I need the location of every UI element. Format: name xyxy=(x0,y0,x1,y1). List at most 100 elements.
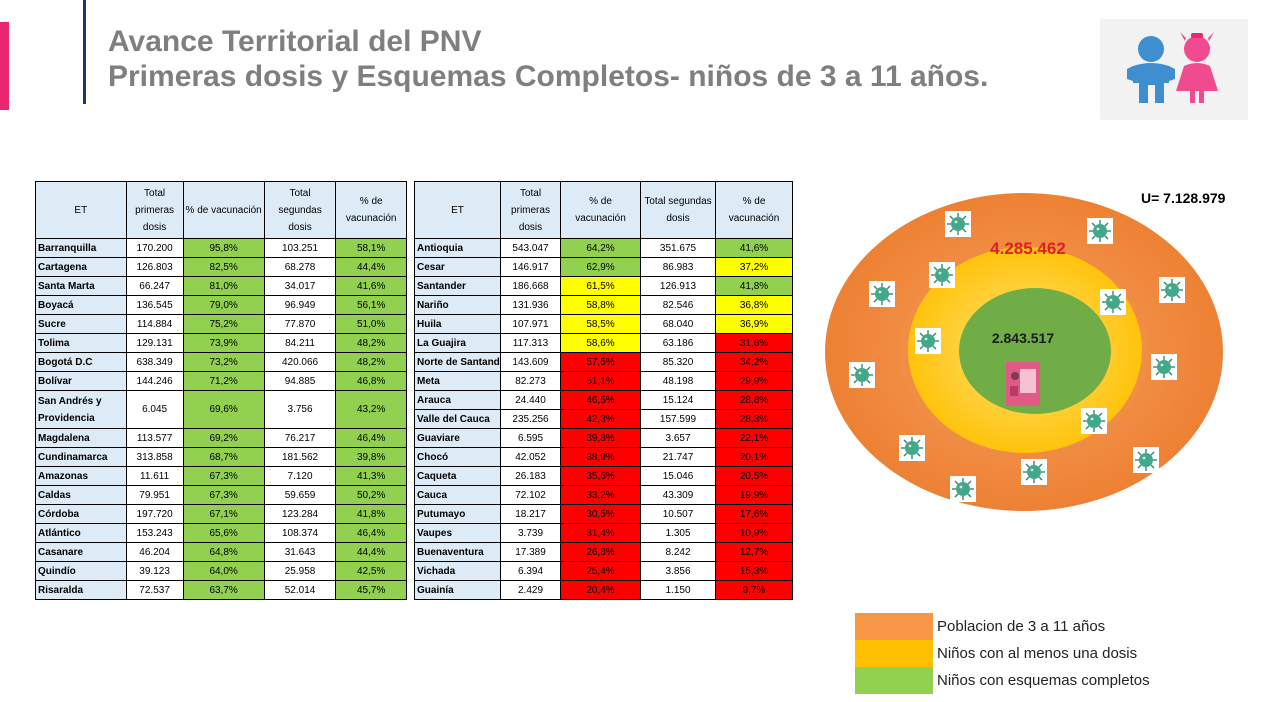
et-cell: Putumayo xyxy=(414,504,501,524)
first-doses-cell: 46.204 xyxy=(125,542,184,562)
first-pct-cell: 75,2% xyxy=(182,314,265,334)
second-pct-cell: 37,2% xyxy=(715,257,793,277)
et-cell: Casanare xyxy=(35,542,127,562)
first-pct-cell: 26,8% xyxy=(560,542,641,562)
table-row: Cundinamarca 313.858 68,7% 181.562 39,8% xyxy=(35,447,407,467)
second-pct-cell: 58,1% xyxy=(335,238,407,258)
et-cell: Nariño xyxy=(414,295,501,315)
first-doses-cell: 146.917 xyxy=(500,257,561,277)
first-doses-cell: 136.545 xyxy=(125,295,184,315)
first-pct-cell: 95,8% xyxy=(182,238,265,258)
second-doses-cell: 351.675 xyxy=(640,238,716,258)
table-row: Boyacá 136.545 79,0% 96.949 56,1% xyxy=(35,295,407,315)
virus-icon xyxy=(928,261,956,289)
second-pct-cell: 31,6% xyxy=(715,333,793,353)
et-cell: Caqueta xyxy=(414,466,501,486)
table-row: Magdalena 113.577 69,2% 76.217 46,4% xyxy=(35,428,407,448)
legend: Poblacion de 3 a 11 años Niños con al me… xyxy=(855,613,1150,694)
col-header-et: ET xyxy=(35,181,127,239)
et-cell: Cesar xyxy=(414,257,501,277)
table-row: Casanare 46.204 64,8% 31.643 44,4% xyxy=(35,542,407,562)
second-pct-cell: 15,3% xyxy=(715,561,793,581)
second-doses-cell: 103.251 xyxy=(263,238,337,258)
second-doses-cell: 52.014 xyxy=(263,580,337,600)
first-pct-cell: 42,3% xyxy=(560,409,641,429)
et-cell: Vaupes xyxy=(414,523,501,543)
et-cell: Bolívar xyxy=(35,371,127,391)
col-header-first-doses: Total primeras dosis xyxy=(125,181,184,239)
first-doses-cell: 143.609 xyxy=(500,352,561,372)
legend-swatch-green xyxy=(855,667,933,694)
second-pct-cell: 36,8% xyxy=(715,295,793,315)
first-doses-cell: 82.273 xyxy=(500,371,561,391)
table-row: Buenaventura 17.389 26,8% 8.242 12,7% xyxy=(414,542,793,562)
table-row: Guainía 2.429 20,4% 1.150 9,7% xyxy=(414,580,793,600)
universe-label: U= 7.128.979 xyxy=(1141,190,1226,206)
first-pct-cell: 67,1% xyxy=(182,504,265,524)
second-doses-cell: 1.305 xyxy=(640,523,716,543)
first-doses-cell: 117.313 xyxy=(500,333,561,353)
first-doses-cell: 170.200 xyxy=(125,238,184,258)
second-pct-cell: 46,8% xyxy=(335,371,407,391)
second-doses-cell: 15.124 xyxy=(640,390,716,410)
middle-value-label: 4.285.462 xyxy=(990,239,1066,258)
first-pct-cell: 33,2% xyxy=(560,485,641,505)
first-pct-cell: 39,8% xyxy=(560,428,641,448)
col-header-first-pct: % de vacunación xyxy=(560,181,641,239)
second-pct-cell: 41,8% xyxy=(335,504,407,524)
second-pct-cell: 45,7% xyxy=(335,580,407,600)
table-row: Nariño 131.936 58,8% 82.546 36,8% xyxy=(414,295,793,315)
first-doses-cell: 114.884 xyxy=(125,314,184,334)
table-row: Caqueta 26.183 35,6% 15.046 20,5% xyxy=(414,466,793,486)
second-doses-cell: 157.599 xyxy=(640,409,716,429)
col-header-second-doses: Total segundas dosis xyxy=(640,181,716,239)
first-doses-cell: 2.429 xyxy=(500,580,561,600)
title-divider xyxy=(83,0,86,104)
first-pct-cell: 65,6% xyxy=(182,523,265,543)
second-doses-cell: 77.870 xyxy=(263,314,337,334)
page-title: Avance Territorial del PNV Primeras dosi… xyxy=(108,24,988,94)
first-pct-cell: 64,0% xyxy=(182,561,265,581)
second-pct-cell: 44,4% xyxy=(335,257,407,277)
second-doses-cell: 84.211 xyxy=(263,333,337,353)
second-pct-cell: 43,2% xyxy=(335,390,407,429)
second-doses-cell: 181.562 xyxy=(263,447,337,467)
legend-item-population: Poblacion de 3 a 11 años xyxy=(855,613,1150,640)
second-doses-cell: 3.756 xyxy=(263,390,337,429)
first-doses-cell: 107.971 xyxy=(500,314,561,334)
first-doses-cell: 197.720 xyxy=(125,504,184,524)
first-doses-cell: 131.936 xyxy=(500,295,561,315)
first-pct-cell: 51,1% xyxy=(560,371,641,391)
legend-label: Niños con esquemas completos xyxy=(937,672,1150,689)
first-doses-cell: 6.045 xyxy=(125,390,184,429)
et-cell: Meta xyxy=(414,371,501,391)
et-cell: San Andrés y Providencia xyxy=(35,390,127,429)
first-pct-cell: 82,5% xyxy=(182,257,265,277)
first-pct-cell: 58,5% xyxy=(560,314,641,334)
title-line-1: Avance Territorial del PNV xyxy=(108,25,482,58)
second-pct-cell: 28,3% xyxy=(715,409,793,429)
first-pct-cell: 35,6% xyxy=(560,466,641,486)
first-pct-cell: 63,7% xyxy=(182,580,265,600)
first-doses-cell: 313.858 xyxy=(125,447,184,467)
table-row: Cartagena 126.803 82,5% 68.278 44,4% xyxy=(35,257,407,277)
first-doses-cell: 3.739 xyxy=(500,523,561,543)
legend-item-first-dose: Niños con al menos una dosis xyxy=(855,640,1150,667)
table-row: Barranquilla 170.200 95,8% 103.251 58,1% xyxy=(35,238,407,258)
second-pct-cell: 12,7% xyxy=(715,542,793,562)
second-doses-cell: 68.278 xyxy=(263,257,337,277)
second-pct-cell: 29,9% xyxy=(715,371,793,391)
first-pct-cell: 25,4% xyxy=(560,561,641,581)
second-doses-cell: 82.546 xyxy=(640,295,716,315)
second-pct-cell: 19,9% xyxy=(715,485,793,505)
table-row: Guaviare 6.595 39,8% 3.657 22,1% xyxy=(414,428,793,448)
table-row: Vaupes 3.739 31,4% 1.305 10,9% xyxy=(414,523,793,543)
et-cell: Caldas xyxy=(35,485,127,505)
first-pct-cell: 67,3% xyxy=(182,466,265,486)
virus-icon xyxy=(868,280,896,308)
children-icon xyxy=(1127,32,1218,103)
table-row: Tolima 129.131 73,9% 84.211 48,2% xyxy=(35,333,407,353)
table-row: Norte de Santander 143.609 57,5% 85.320 34,2… xyxy=(414,352,793,372)
table-row: Sucre 114.884 75,2% 77.870 51,0% xyxy=(35,314,407,334)
first-doses-cell: 18.217 xyxy=(500,504,561,524)
